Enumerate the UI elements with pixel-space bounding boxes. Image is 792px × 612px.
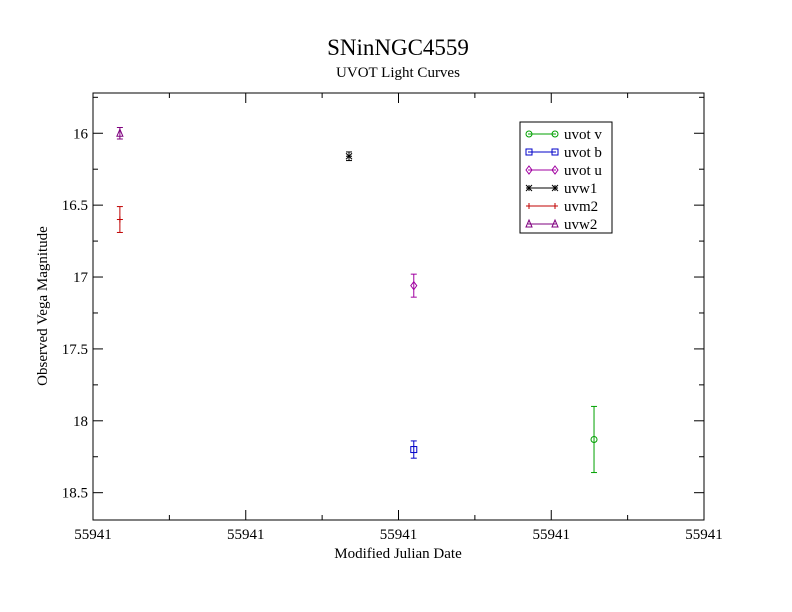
legend-marker (525, 184, 533, 192)
marker-star-d2 (525, 184, 533, 192)
legend-item-uvm2: uvm2 (526, 199, 598, 215)
x-tick-label: 55941 (227, 527, 265, 543)
chart-title: SNinNGC4559 (327, 35, 469, 60)
marker-diamond (525, 165, 533, 175)
x-tick-label: 55941 (74, 527, 112, 543)
legend-label: uvm2 (564, 199, 598, 215)
marker-circle (525, 130, 533, 138)
legend-marker (526, 203, 532, 209)
legend-label: uvw2 (564, 217, 597, 233)
x-axis-ticks: 55941 55941 55941 55941 55941 (74, 93, 723, 543)
legend-marker (551, 184, 559, 192)
y-tick-label: 18 (73, 414, 88, 430)
data-point-uvw2 (116, 127, 124, 137)
data-point-uvw1 (345, 152, 353, 160)
y-axis-label: Observed Vega Magnitude (35, 226, 51, 386)
x-tick-label: 55941 (380, 527, 418, 543)
legend-label: uvot b (564, 145, 602, 161)
x-tick-label: 55941 (533, 527, 571, 543)
legend-marker (525, 218, 533, 228)
data-point-uvot-v (590, 435, 598, 443)
y-axis-ticks: 16 16.5 17 17.5 18 18.5 (62, 96, 704, 502)
marker-triangle (525, 218, 533, 228)
marker-star-d2 (551, 184, 559, 192)
marker-diamond (410, 280, 418, 291)
legend-item-uvot-u: uvot u (525, 163, 602, 179)
legend-item-uvot-b: uvot b (525, 145, 602, 161)
marker-circle (551, 130, 559, 138)
legend-label: uvot u (564, 163, 602, 179)
legend-label: uvw1 (564, 181, 597, 197)
legend-marker (525, 165, 533, 175)
legend-marker (552, 203, 558, 209)
x-tick-label: 55941 (685, 527, 723, 543)
chart-subtitle: UVOT Light Curves (336, 65, 460, 81)
legend-marker (551, 165, 559, 175)
marker-square (551, 148, 559, 156)
data-point-uvot-b (410, 446, 418, 454)
marker-square (525, 148, 533, 156)
data-point-uvm2 (116, 216, 123, 223)
legend-marker (551, 218, 559, 228)
legend-label: uvot v (564, 127, 602, 143)
legend: uvot v uvot b uvot u uvw1 uvm2 uvw2 (519, 121, 613, 234)
marker-star-d2 (345, 152, 353, 160)
marker-triangle (116, 127, 124, 137)
legend-box (519, 121, 613, 234)
y-tick-label: 18.5 (62, 486, 88, 502)
data-points (116, 127, 598, 474)
y-tick-label: 17 (73, 270, 89, 286)
marker-triangle (551, 218, 559, 228)
x-axis-label: Modified Julian Date (334, 546, 462, 562)
marker-circle (590, 435, 598, 443)
y-tick-label: 16.5 (62, 198, 88, 214)
y-tick-label: 17.5 (62, 342, 88, 358)
legend-marker (525, 130, 533, 138)
legend-item-uvw1: uvw1 (525, 181, 597, 197)
legend-marker (551, 130, 559, 138)
data-point-uvot-u (410, 280, 418, 291)
marker-square (410, 446, 418, 454)
legend-item-uvot-v: uvot v (525, 127, 602, 143)
legend-item-uvw2: uvw2 (525, 217, 597, 233)
legend-marker (551, 148, 559, 156)
legend-marker (525, 148, 533, 156)
y-tick-label: 16 (73, 126, 89, 142)
marker-diamond (551, 165, 559, 175)
